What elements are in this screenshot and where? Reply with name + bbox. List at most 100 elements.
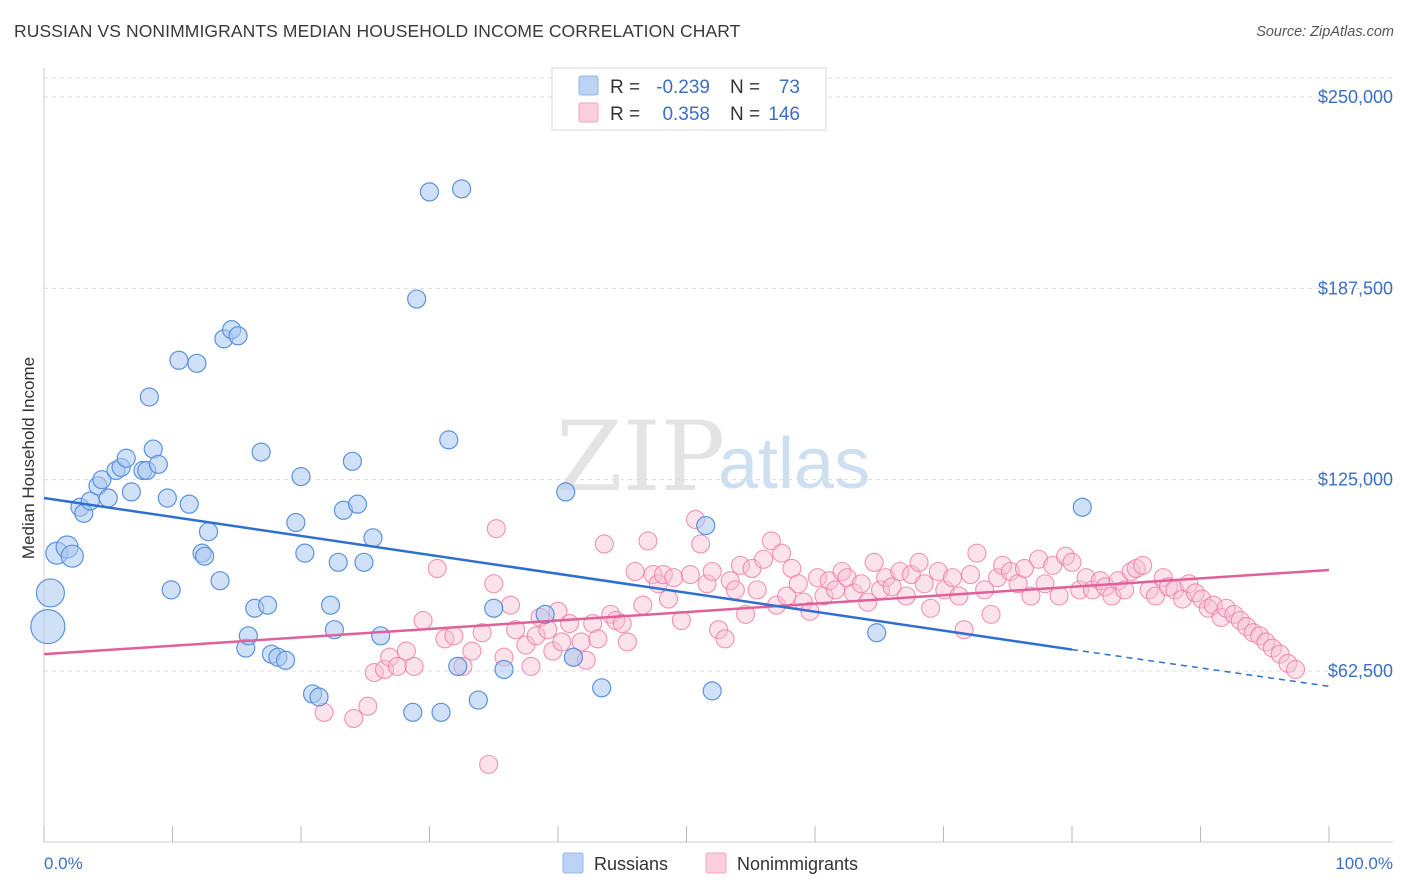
nonimmigrants-point (680, 565, 700, 585)
nonimmigrants-point (404, 656, 424, 676)
russians-point (60, 544, 84, 568)
russians-point (484, 598, 504, 618)
nonimmigrants-point (858, 592, 878, 612)
nonimmigrants-point (720, 571, 740, 591)
russians-point (867, 623, 887, 643)
nonimmigrants-point (500, 595, 521, 615)
nonimmigrants-point (1062, 552, 1082, 572)
nonimmigrants-point (1000, 561, 1020, 582)
nonimmigrants-point (808, 568, 828, 588)
nonimmigrants-point (901, 565, 921, 585)
watermark-atlas: atlas (718, 424, 870, 504)
nonimmigrants-point (638, 531, 658, 551)
nonimmigrants-point (1262, 638, 1283, 658)
nonimmigrants-point (552, 632, 572, 652)
y-tick-label: $125,000 (1318, 470, 1393, 490)
russians-point (187, 353, 207, 373)
russians-point (448, 656, 468, 677)
legend-r-label-russians: R = (610, 77, 640, 98)
nonimmigrants-point (1029, 549, 1049, 569)
nonimmigrants-point (993, 555, 1013, 575)
nonimmigrants-point (967, 543, 987, 563)
nonimmigrants-point (754, 549, 774, 569)
russians-point (347, 494, 368, 514)
russians-point (195, 546, 215, 566)
russians-point (320, 595, 341, 615)
nonimmigrants-point (344, 708, 364, 729)
nonimmigrants-point (730, 555, 751, 575)
legend-n-label-russians: N = (730, 77, 760, 98)
nonimmigrants-point (358, 696, 378, 716)
nonimmigrants-point (1145, 586, 1166, 606)
nonimmigrants-point (747, 580, 767, 600)
legend-r-value-russians: -0.239 (656, 77, 710, 98)
x-tick-label-100: 100.0% (1335, 854, 1393, 873)
nonimmigrants-trend-line (43, 568, 1330, 656)
nonimmigrants-point (1043, 555, 1063, 575)
nonimmigrants-point (1133, 555, 1153, 575)
nonimmigrants-point (851, 574, 871, 594)
nonimmigrants-point (484, 574, 504, 594)
russians-point (371, 626, 391, 646)
nonimmigrants-point (506, 620, 526, 640)
russians-point (403, 702, 423, 722)
russians-point (148, 454, 168, 474)
russians-trend-line (43, 496, 1073, 651)
russians-point (328, 552, 348, 572)
bottom-legend-swatch-russians (562, 852, 584, 874)
chart-title: RUSSIAN VS NONIMMIGRANTS MEDIAN HOUSEHOL… (14, 21, 741, 41)
nonimmigrants-point (617, 632, 637, 652)
nonimmigrants-point (921, 598, 941, 618)
nonimmigrants-point (658, 589, 679, 609)
nonimmigrants-point (1278, 653, 1298, 673)
y-tick-label: $250,000 (1318, 87, 1393, 107)
source-label: Source: ZipAtlas.com (1256, 24, 1394, 40)
nonimmigrants-point (486, 519, 506, 539)
nonimmigrants-point (960, 565, 981, 585)
nonimmigrants-point (702, 561, 722, 582)
nonimmigrants-point (479, 754, 499, 774)
nonimmigrants-point (588, 629, 608, 649)
russians-point (468, 690, 488, 710)
russians-point (309, 687, 329, 707)
bottom-legend-label-nonimmigrants: Nonimmigrants (737, 854, 858, 874)
russians-point (157, 488, 177, 508)
russians-point (1072, 497, 1092, 517)
nonimmigrants-point (736, 604, 756, 624)
nonimmigrants-point (387, 656, 407, 676)
nonimmigrants-points (314, 509, 1306, 774)
russians-point (169, 350, 189, 370)
russians-point (556, 482, 576, 502)
nonimmigrants-point (472, 623, 492, 643)
russians-point (295, 543, 315, 563)
russians-point (198, 522, 219, 542)
nonimmigrants-point (625, 561, 645, 582)
nonimmigrants-point (643, 565, 663, 585)
nonimmigrants-point (697, 574, 717, 594)
russians-point (342, 451, 362, 471)
nonimmigrants-point (954, 620, 974, 640)
nonimmigrants-point (909, 552, 929, 572)
nonimmigrants-point (981, 604, 1001, 624)
legend-swatch-russians (578, 75, 599, 96)
y-tick-label: $187,500 (1318, 278, 1393, 298)
russians-point (251, 442, 271, 462)
nonimmigrants-point (571, 632, 591, 652)
nonimmigrants-point (914, 574, 934, 594)
x-axis-ticks (43, 826, 1330, 842)
russians-point (363, 528, 383, 548)
russians-point (275, 650, 296, 670)
nonimmigrants-point (832, 561, 852, 582)
nonimmigrants-point (462, 641, 482, 661)
nonimmigrants-point (814, 586, 834, 606)
y-axis-title: Median Household Income (19, 357, 38, 559)
russians-point (92, 470, 112, 490)
nonimmigrants-point (896, 586, 916, 606)
russians-point (439, 430, 459, 450)
nonimmigrants-point (396, 641, 416, 661)
bottom-legend-swatch-nonimmigrants (705, 852, 727, 874)
nonimmigrants-point (444, 626, 464, 646)
nonimmigrants-point (1021, 586, 1041, 606)
russians-point (121, 482, 141, 502)
